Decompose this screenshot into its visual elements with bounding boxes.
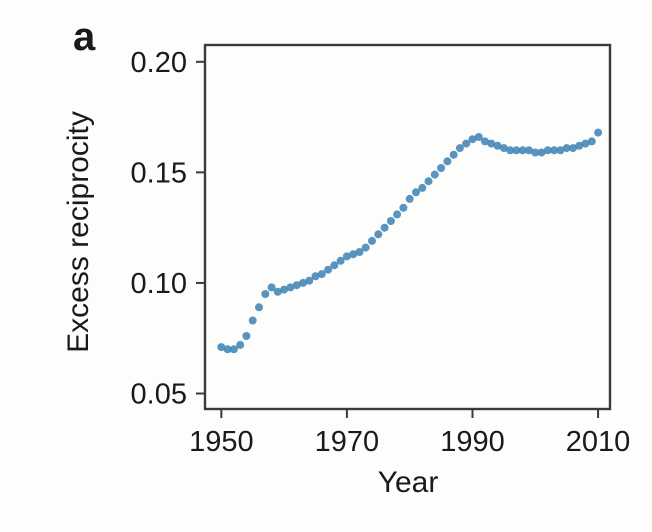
data-point xyxy=(273,287,282,296)
x-tick-label: 2010 xyxy=(566,426,631,458)
data-point xyxy=(543,146,552,155)
x-axis-title: Year xyxy=(378,466,439,499)
data-point xyxy=(393,210,402,219)
data-point xyxy=(569,144,577,153)
y-tick-label: 0.05 xyxy=(131,379,187,411)
data-point xyxy=(248,316,257,325)
data-point xyxy=(537,148,546,157)
data-point xyxy=(455,144,464,153)
data-point xyxy=(380,223,389,232)
data-point xyxy=(236,340,245,349)
data-point xyxy=(336,256,345,265)
data-point xyxy=(242,332,251,340)
data-point xyxy=(255,303,263,312)
data-point xyxy=(342,252,351,261)
data-point xyxy=(217,343,226,352)
data-point xyxy=(562,144,571,153)
y-axis-title: Excess reciprocity xyxy=(62,111,95,353)
data-point xyxy=(525,146,533,155)
data-point xyxy=(487,139,496,148)
y-tick-label: 0.10 xyxy=(131,268,187,300)
x-tick-label: 1970 xyxy=(315,426,380,458)
data-point xyxy=(386,217,395,225)
data-point xyxy=(531,148,540,157)
data-point xyxy=(449,150,458,159)
data-point xyxy=(349,250,358,259)
data-point xyxy=(587,137,596,146)
data-points xyxy=(217,128,603,354)
data-point xyxy=(317,270,326,279)
axis-ticks: 1950 1970 1990 2010 0.05 0.10 0.15 0.20 xyxy=(131,47,631,458)
data-point xyxy=(267,283,276,292)
data-point xyxy=(299,278,307,287)
data-point xyxy=(443,157,452,166)
data-point xyxy=(374,230,383,239)
data-point xyxy=(412,188,420,197)
x-tick-label: 1950 xyxy=(189,426,254,458)
data-point xyxy=(292,281,301,290)
data-point xyxy=(261,290,270,298)
data-point xyxy=(361,243,370,252)
data-point xyxy=(437,164,446,172)
plot-frame xyxy=(203,43,612,411)
data-point xyxy=(280,285,289,294)
data-point xyxy=(229,345,238,354)
data-point xyxy=(594,128,603,137)
data-point xyxy=(556,146,565,155)
data-point xyxy=(550,146,559,155)
data-point xyxy=(512,146,521,155)
data-point xyxy=(462,139,471,148)
data-point xyxy=(399,203,408,212)
data-point xyxy=(493,141,502,150)
data-point xyxy=(405,194,414,203)
data-point xyxy=(481,137,489,146)
data-point xyxy=(355,248,364,256)
data-point xyxy=(518,146,527,155)
data-point xyxy=(575,141,584,150)
data-point xyxy=(506,146,515,155)
data-point xyxy=(368,236,376,245)
data-point xyxy=(430,170,439,179)
panel-label: a xyxy=(73,15,96,59)
data-point xyxy=(311,272,320,281)
data-point xyxy=(305,276,314,285)
data-point xyxy=(418,183,427,192)
data-point xyxy=(499,144,508,153)
y-tick-label: 0.15 xyxy=(131,157,187,189)
x-tick-label: 1990 xyxy=(440,426,505,458)
data-point xyxy=(330,261,339,270)
data-point xyxy=(286,283,295,292)
y-tick-label: 0.20 xyxy=(131,47,187,79)
data-point xyxy=(581,139,590,148)
data-point xyxy=(424,177,433,186)
data-point xyxy=(474,133,483,141)
data-point xyxy=(324,265,333,274)
data-point xyxy=(468,135,477,144)
data-point xyxy=(223,345,232,354)
